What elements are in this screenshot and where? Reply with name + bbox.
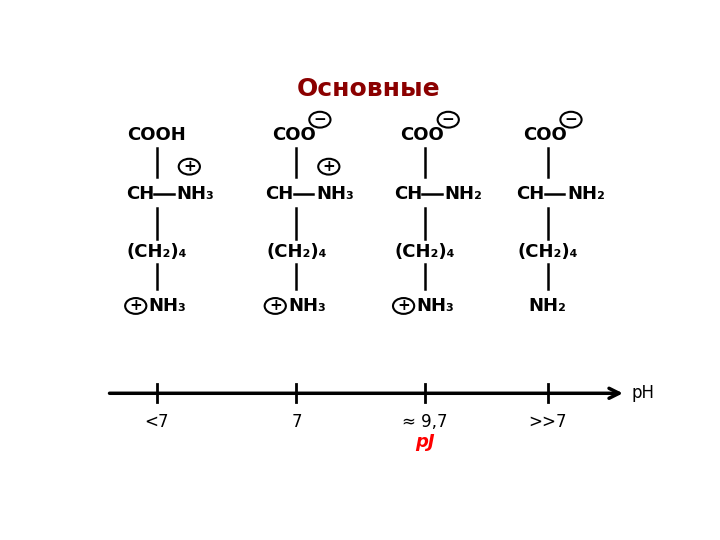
Text: +: + (323, 159, 336, 174)
Text: NH₃: NH₃ (288, 297, 326, 315)
Text: <7: <7 (145, 413, 169, 431)
Text: >>7: >>7 (528, 413, 567, 431)
Text: (CH₂)₄: (CH₂)₄ (395, 243, 455, 261)
Text: CH: CH (516, 185, 545, 202)
Text: Основные: Основные (297, 77, 441, 102)
Text: NH₂: NH₂ (528, 297, 567, 315)
Text: COO: COO (523, 126, 567, 145)
Text: (CH₂)₄: (CH₂)₄ (127, 243, 187, 261)
Text: +: + (130, 299, 142, 313)
Text: CH: CH (126, 185, 154, 202)
Text: pH: pH (631, 384, 654, 402)
Text: CH: CH (266, 185, 294, 202)
Text: NH₂: NH₂ (444, 185, 482, 202)
Text: +: + (397, 299, 410, 313)
Text: COOH: COOH (127, 126, 186, 145)
Text: +: + (269, 299, 282, 313)
Text: NH₃: NH₃ (176, 185, 215, 202)
Text: (CH₂)₄: (CH₂)₄ (266, 243, 327, 261)
Text: COO: COO (271, 126, 315, 145)
Text: ≈ 9,7: ≈ 9,7 (402, 413, 448, 431)
Text: −: − (442, 112, 454, 127)
Text: 7: 7 (291, 413, 302, 431)
Text: (CH₂)₄: (CH₂)₄ (517, 243, 578, 261)
Text: NH₃: NH₃ (316, 185, 354, 202)
Text: NH₃: NH₃ (148, 297, 186, 315)
Text: +: + (183, 159, 196, 174)
Text: −: − (313, 112, 326, 127)
Text: NH₃: NH₃ (416, 297, 454, 315)
Text: −: − (564, 112, 577, 127)
Text: NH₂: NH₂ (567, 185, 605, 202)
Text: COO: COO (400, 126, 444, 145)
Text: CH: CH (394, 185, 422, 202)
Text: pJ: pJ (415, 433, 435, 451)
